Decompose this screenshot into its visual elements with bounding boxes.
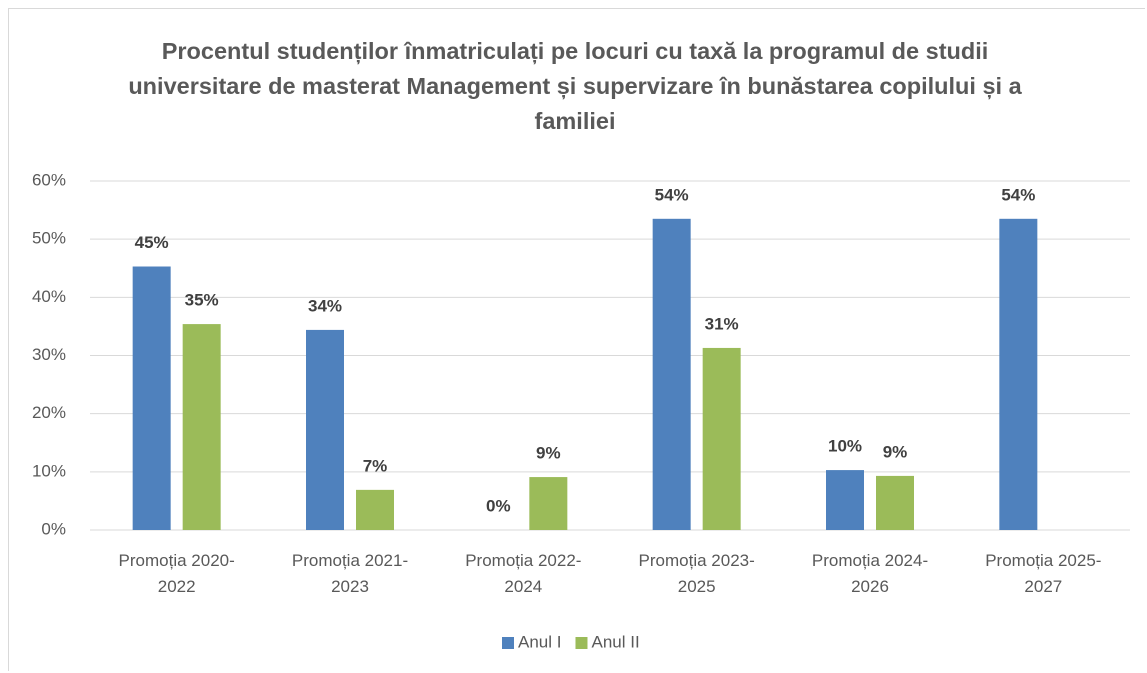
data-label: 54% <box>1001 185 1035 204</box>
bar <box>182 324 221 530</box>
bar <box>999 218 1038 530</box>
data-label: 9% <box>536 444 561 463</box>
y-tick-label: 30% <box>32 345 66 364</box>
data-label: 34% <box>308 296 342 315</box>
x-tick-label: Promoția 2020-2022 <box>119 551 235 596</box>
x-tick-label: Promoția 2025-2027 <box>985 551 1101 596</box>
y-tick-label: 50% <box>32 229 66 248</box>
x-tick-label: Promoția 2021-2023 <box>292 551 408 596</box>
legend-label: Anul I <box>518 632 561 651</box>
data-label: 0% <box>486 496 511 515</box>
chart-title: Procentul studenților înmatriculați pe l… <box>128 38 1022 134</box>
data-label: 31% <box>705 314 739 333</box>
x-tick-label: Promoția 2022-2024 <box>465 551 581 596</box>
data-label: 10% <box>828 437 862 456</box>
bar <box>652 218 691 530</box>
bar <box>356 489 394 530</box>
legend-swatch <box>502 637 514 649</box>
y-tick-label: 40% <box>32 287 66 306</box>
data-label: 35% <box>185 291 219 310</box>
bar <box>876 475 914 530</box>
bar <box>306 329 344 530</box>
data-label: 45% <box>135 233 169 252</box>
legend-label: Anul II <box>591 632 639 651</box>
x-tick-label: Promoția 2024-2026 <box>812 551 928 596</box>
y-tick-label: 0% <box>41 519 66 538</box>
bar <box>702 347 741 530</box>
bar <box>529 477 568 530</box>
bar <box>132 266 171 530</box>
data-label: 7% <box>363 456 388 475</box>
chart-border <box>8 8 1145 671</box>
legend-swatch <box>575 637 588 649</box>
data-label: 54% <box>655 185 689 204</box>
y-tick-label: 60% <box>32 170 66 189</box>
bar <box>826 470 864 530</box>
y-tick-label: 20% <box>32 403 66 422</box>
y-tick-label: 10% <box>32 461 66 480</box>
x-tick-label: Promoția 2023-2025 <box>639 551 755 596</box>
data-label: 9% <box>883 442 908 461</box>
